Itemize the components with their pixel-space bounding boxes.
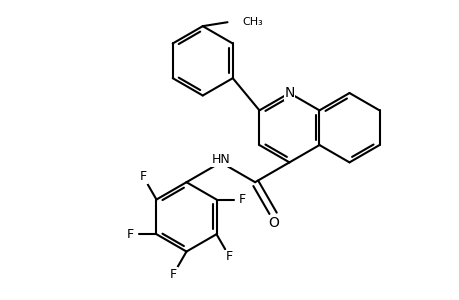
Text: HN: HN xyxy=(211,153,230,167)
Text: F: F xyxy=(169,268,177,281)
Text: F: F xyxy=(140,170,146,183)
Text: F: F xyxy=(126,228,134,241)
Text: O: O xyxy=(268,216,279,230)
Text: F: F xyxy=(225,250,233,263)
Text: CH₃: CH₃ xyxy=(242,17,263,27)
Text: N: N xyxy=(284,86,294,100)
Text: F: F xyxy=(239,193,246,206)
